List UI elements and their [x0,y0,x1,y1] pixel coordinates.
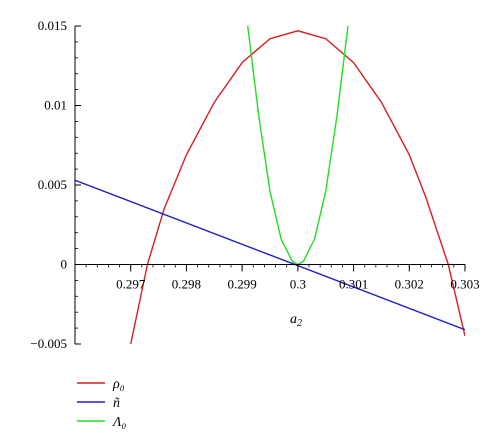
legend: ρ₀ ñ Λ₀ [77,377,126,430]
legend-label: ñ [113,396,120,411]
x-axis-title: a2 [290,312,302,329]
legend-item: ñ [77,396,120,411]
y-tick-label: 0.005 [38,177,67,192]
lambda0-curve [247,26,349,266]
y-tick-label: 0.015 [38,18,67,33]
rho0-curve [130,30,465,344]
y-tick-label: −0.005 [30,336,67,351]
plot-area [75,26,465,344]
legend-item: ρ₀ [77,377,125,392]
legend-label: Λ₀ [111,415,126,430]
x-tick-label: 0.301 [339,277,368,292]
x-tick-label: 0.302 [395,277,424,292]
x-tick-label: 0.297 [116,277,146,292]
y-tick-label: 0 [61,257,68,272]
y-axis: 0.015 0.01 0.005 0 −0.005 [30,18,81,351]
x-tick-label: 0.3 [290,277,306,292]
legend-item: Λ₀ [77,415,126,430]
y-tick-label: 0.01 [44,98,67,113]
x-tick-label: 0.303 [450,277,479,292]
n-tilde-line [75,179,465,331]
x-axis: 0.297 0.298 0.299 0.3 0.301 0.302 0.303 [74,264,480,292]
x-tick-label: 0.298 [172,277,201,292]
x-tick-label: 0.299 [228,277,257,292]
legend-label: ρ₀ [112,377,125,392]
